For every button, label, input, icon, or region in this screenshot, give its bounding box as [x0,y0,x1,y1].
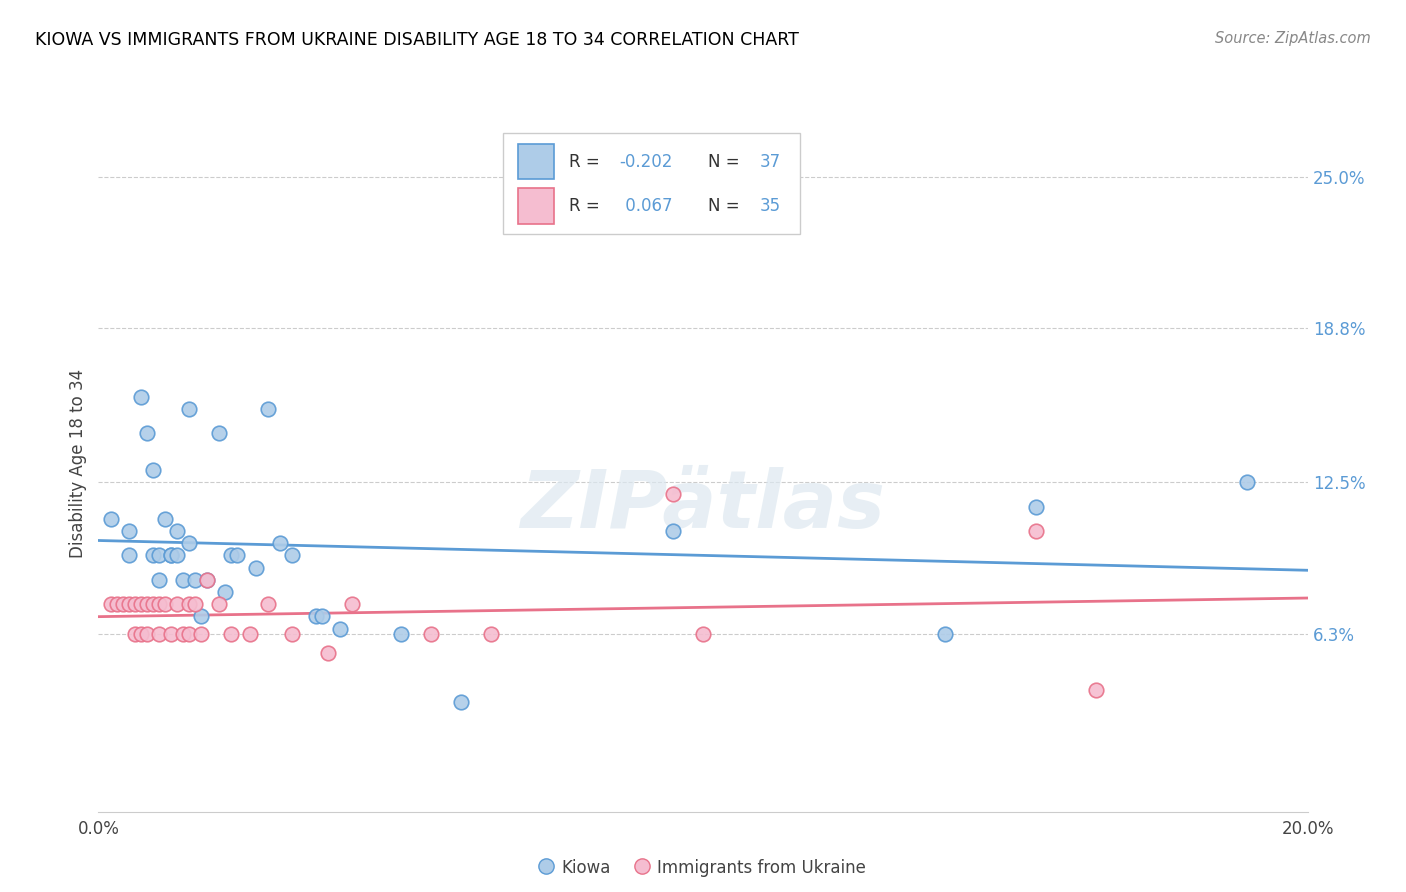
Point [135,426,157,441]
Point [281,626,304,640]
Point [118,597,141,611]
Text: 37: 37 [759,153,780,170]
Point [208,597,231,611]
Point [160,626,183,640]
Y-axis label: Disability Age 18 to 34: Disability Age 18 to 34 [69,369,87,558]
Point [124,597,146,611]
Point [100,512,122,526]
Text: Source: ZipAtlas.com: Source: ZipAtlas.com [1215,31,1371,46]
Point [311,609,333,624]
Text: N =: N = [707,153,745,170]
Point [481,626,503,640]
Point [221,626,243,640]
Point [179,626,201,640]
Point [142,463,165,477]
Point [129,597,152,611]
Point [190,609,212,624]
Point [269,536,291,550]
Point [281,549,304,563]
Point [172,573,194,587]
Point [184,597,207,611]
Point [172,626,194,640]
Point [316,646,339,660]
Point [256,401,278,416]
Point [245,560,267,574]
Point [1236,475,1258,490]
Point [166,549,188,563]
Point [153,512,176,526]
Legend: Kiowa, Immigrants from Ukraine: Kiowa, Immigrants from Ukraine [533,852,873,883]
Text: KIOWA VS IMMIGRANTS FROM UKRAINE DISABILITY AGE 18 TO 34 CORRELATION CHART: KIOWA VS IMMIGRANTS FROM UKRAINE DISABIL… [35,31,799,49]
Point [129,390,152,404]
Text: R =: R = [569,197,605,215]
Point [190,626,212,640]
Point [148,597,170,611]
Text: R =: R = [569,153,605,170]
Point [118,549,141,563]
Point [160,549,183,563]
Point [208,426,231,441]
Point [179,597,201,611]
Point [166,597,188,611]
FancyBboxPatch shape [517,144,554,179]
Point [129,626,152,640]
Point [100,597,122,611]
Text: ZIPätlas: ZIPätlas [520,467,886,545]
Point [124,626,146,640]
Point [148,573,170,587]
Point [662,487,685,501]
Point [239,626,262,640]
Point [214,585,236,599]
Text: -0.202: -0.202 [620,153,673,170]
Point [166,524,188,538]
Point [111,597,134,611]
Point [692,626,714,640]
Point [179,536,201,550]
Point [342,597,364,611]
Point [226,549,249,563]
Point [105,597,128,611]
FancyBboxPatch shape [503,134,800,235]
Point [934,626,956,640]
Point [118,524,141,538]
Point [179,401,201,416]
Point [153,597,176,611]
Point [305,609,328,624]
Point [142,549,165,563]
Point [195,573,218,587]
Point [148,549,170,563]
Point [329,622,352,636]
Point [420,626,443,640]
Point [135,626,157,640]
Point [662,524,685,538]
Point [148,626,170,640]
Text: 35: 35 [759,197,780,215]
Point [256,597,278,611]
Point [1024,524,1046,538]
Point [389,626,412,640]
Point [184,573,207,587]
Text: 0.067: 0.067 [620,197,672,215]
Point [1085,682,1108,697]
Point [1024,500,1046,514]
Point [160,549,183,563]
Point [221,549,243,563]
Point [135,597,157,611]
Text: N =: N = [707,197,745,215]
FancyBboxPatch shape [517,188,554,224]
Point [142,597,165,611]
Point [450,695,472,709]
Point [195,573,218,587]
